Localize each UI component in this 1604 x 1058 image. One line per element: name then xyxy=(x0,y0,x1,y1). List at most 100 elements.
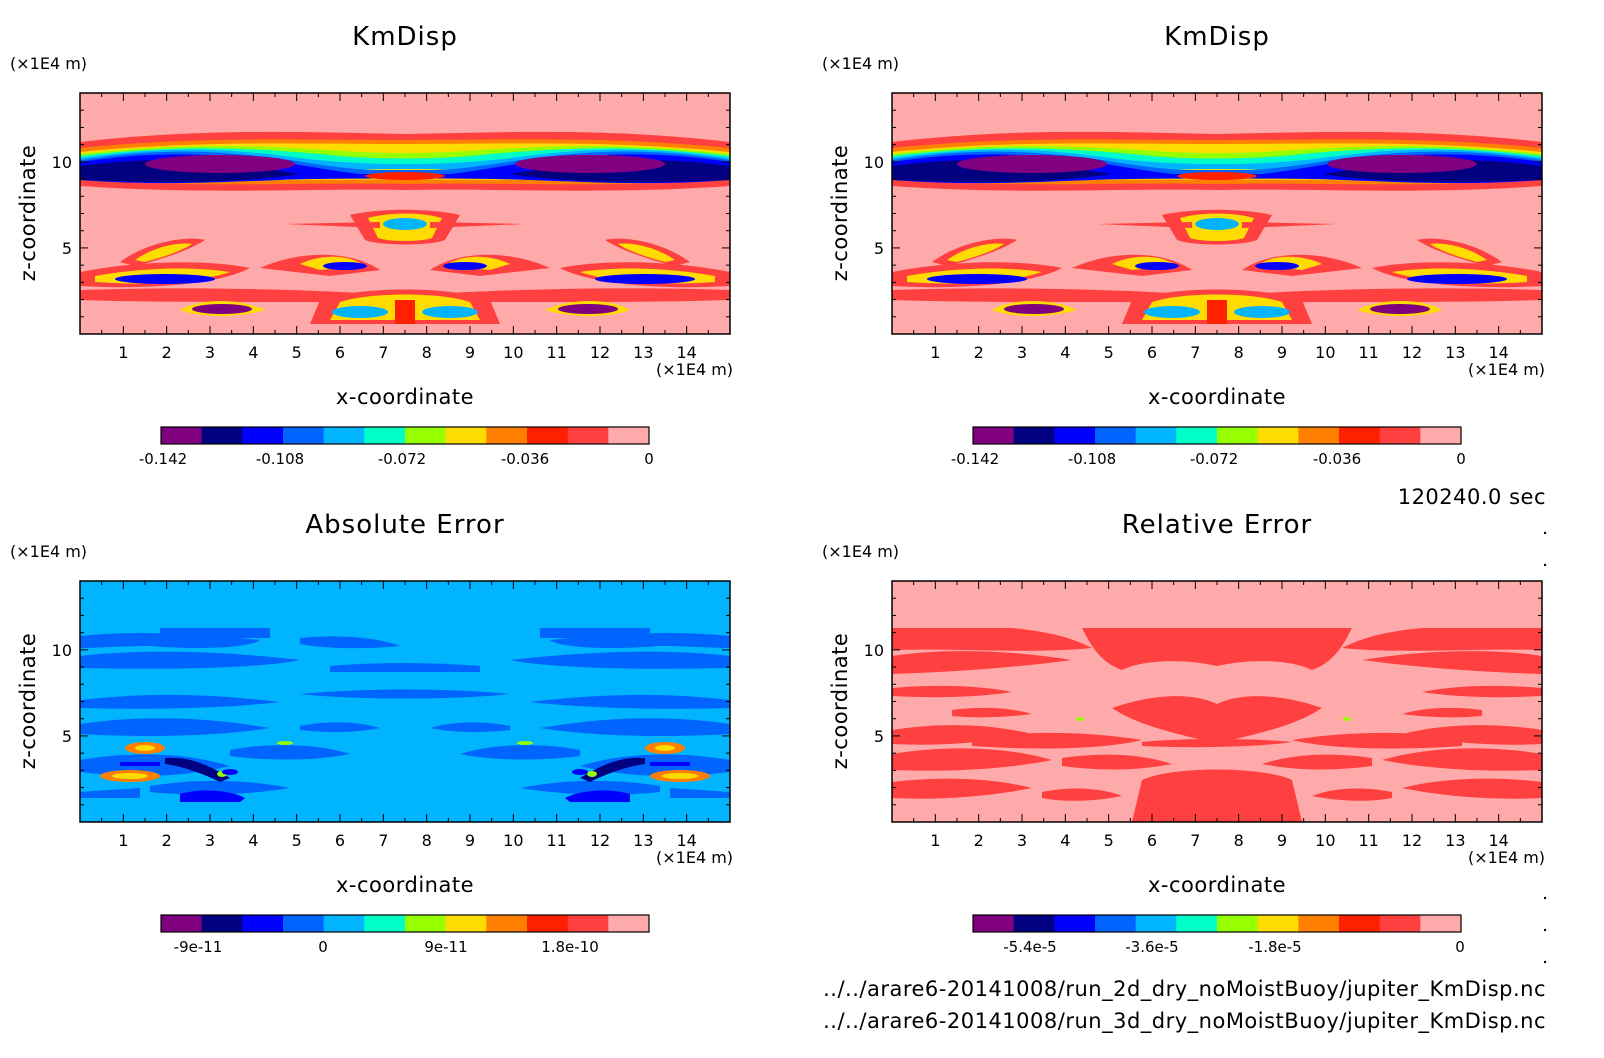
colorbar-swatch xyxy=(364,915,406,932)
colorbar-tick: -0.072 xyxy=(1190,450,1238,468)
colorbar-swatch xyxy=(1420,427,1462,444)
y-axis-label: z-coordinate xyxy=(16,145,40,282)
x-tick-label: 2 xyxy=(162,831,172,850)
x-tick-label: 14 xyxy=(1488,343,1508,362)
colorbar-tick: -3.6e-5 xyxy=(1125,938,1178,956)
x-tick-label: 7 xyxy=(378,343,388,362)
file-path-2d: ../../arare6-20141008/run_2d_dry_noMoist… xyxy=(823,977,1546,1002)
colorbar-swatch xyxy=(201,427,243,444)
colorbar-swatch xyxy=(486,427,528,444)
colorbar-tick: -0.142 xyxy=(951,450,999,468)
colorbar-tick: -0.072 xyxy=(378,450,426,468)
colorbar-swatch xyxy=(973,427,1015,444)
colorbar-swatch xyxy=(405,915,447,932)
colorbar-tick: 0 xyxy=(1455,938,1465,956)
x-tick-label: 5 xyxy=(292,343,302,362)
x-unit-label: (×1E4 m) xyxy=(1468,848,1545,867)
x-tick-label: 1 xyxy=(118,343,128,362)
y-tick-label: 5 xyxy=(62,727,72,746)
panel-title: Absolute Error xyxy=(305,510,504,540)
colorbar-frame xyxy=(972,426,1462,445)
y-unit-label: (×1E4 m) xyxy=(822,542,899,561)
colorbar-tick: -9e-11 xyxy=(174,938,223,956)
colorbar-tick: -0.108 xyxy=(256,450,304,468)
colorbar xyxy=(972,426,1462,445)
x-tick-label: 1 xyxy=(930,831,940,850)
contour-field xyxy=(80,131,730,324)
x-axis-label: x-coordinate xyxy=(336,385,474,409)
colorbar-swatch xyxy=(1013,915,1055,932)
contour-spot xyxy=(1343,717,1351,721)
x-tick-label: 10 xyxy=(503,831,523,850)
x-tick-label: 9 xyxy=(1277,343,1287,362)
colorbar-swatch xyxy=(1095,915,1137,932)
colorbar-swatch xyxy=(1095,427,1137,444)
colorbar-swatch xyxy=(1298,915,1340,932)
colorbar-swatch xyxy=(1420,915,1462,932)
colorbar-swatch xyxy=(1176,427,1218,444)
x-axis-label: x-coordinate xyxy=(1148,385,1286,409)
colorbar-swatch xyxy=(323,427,365,444)
colorbar-swatch xyxy=(242,915,284,932)
x-tick-label: 3 xyxy=(205,343,215,362)
colorbar-swatch xyxy=(161,427,203,444)
panel-kmdisp-3d: KmDisp (×1E4 m) xyxy=(822,22,1545,468)
x-tick-label: 9 xyxy=(1277,831,1287,850)
x-tick-label: 6 xyxy=(335,831,345,850)
panel-title: KmDisp xyxy=(352,22,458,52)
colorbar-swatch xyxy=(405,427,447,444)
x-tick-label: 12 xyxy=(1402,343,1422,362)
colorbar xyxy=(160,914,650,933)
file-path-3d: ../../arare6-20141008/run_3d_dry_noMoist… xyxy=(823,1009,1546,1034)
colorbar-tick: -1.8e-5 xyxy=(1248,938,1301,956)
colorbar-swatch xyxy=(161,915,203,932)
colorbar-swatch xyxy=(1054,915,1096,932)
panel-title: KmDisp xyxy=(1164,22,1270,52)
colorbar-tick: -5.4e-5 xyxy=(1003,938,1056,956)
x-unit-label: (×1E4 m) xyxy=(656,360,733,379)
colorbar-tick: 1.8e-10 xyxy=(541,938,599,956)
contour-field xyxy=(892,628,1542,822)
x-axis-label: x-coordinate xyxy=(336,873,474,897)
colorbar-tick: -0.108 xyxy=(1068,450,1116,468)
colorbar xyxy=(972,914,1462,933)
colorbar-swatch xyxy=(283,427,325,444)
x-tick-label: 4 xyxy=(1060,831,1070,850)
x-tick-label: 13 xyxy=(633,343,653,362)
contour-field xyxy=(892,131,1542,324)
colorbar-tick: 0 xyxy=(644,450,654,468)
colorbar-swatch xyxy=(1135,427,1177,444)
y-unit-label: (×1E4 m) xyxy=(10,54,87,73)
colorbar-swatch xyxy=(527,427,569,444)
x-tick-label: 6 xyxy=(1147,343,1157,362)
colorbar-swatch xyxy=(283,915,325,932)
x-tick-label: 11 xyxy=(546,831,566,850)
x-tick-label: 4 xyxy=(248,831,258,850)
x-tick-label: 10 xyxy=(1315,831,1335,850)
colorbar-swatch xyxy=(323,915,365,932)
colorbar-swatch xyxy=(486,915,528,932)
colorbar-swatch xyxy=(1217,915,1259,932)
y-unit-label: (×1E4 m) xyxy=(10,542,87,561)
x-tick-label: 13 xyxy=(633,831,653,850)
x-tick-label: 7 xyxy=(1190,343,1200,362)
colorbar-swatch xyxy=(608,915,650,932)
colorbar-swatch xyxy=(1339,427,1381,444)
x-tick-label: 12 xyxy=(1402,831,1422,850)
colorbar-frame xyxy=(160,426,650,445)
x-tick-label: 14 xyxy=(676,831,696,850)
colorbar-swatch xyxy=(973,915,1015,932)
x-tick-label: 3 xyxy=(205,831,215,850)
x-tick-label: 9 xyxy=(465,343,475,362)
y-axis-label: z-coordinate xyxy=(828,633,852,770)
x-unit-label: (×1E4 m) xyxy=(656,848,733,867)
colorbar-tick: -0.036 xyxy=(501,450,549,468)
panel-absolute-error: Absolute Error (×1E4 m) xyxy=(10,510,733,956)
x-tick-label: 6 xyxy=(1147,831,1157,850)
colorbar-tick: -0.036 xyxy=(1313,450,1361,468)
x-tick-label: 14 xyxy=(1488,831,1508,850)
colorbar-swatch xyxy=(1217,427,1259,444)
